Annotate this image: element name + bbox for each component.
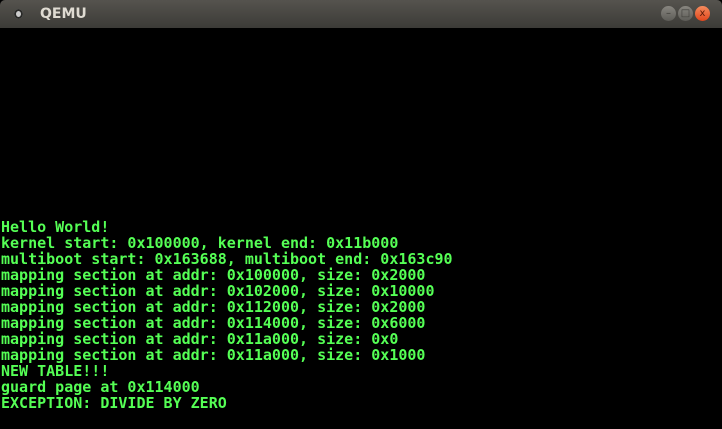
minimize-button[interactable]: – bbox=[661, 6, 676, 21]
console-line: mapping section at addr: 0x102000, size:… bbox=[1, 282, 435, 300]
console-line: NEW TABLE!!! bbox=[1, 362, 110, 380]
console-line: kernel start: 0x100000, kernel end: 0x11… bbox=[1, 234, 399, 252]
console-line: mapping section at addr: 0x11a000, size:… bbox=[1, 330, 399, 348]
console-output: Hello World! kernel start: 0x100000, ker… bbox=[1, 219, 453, 411]
console-line: mapping section at addr: 0x100000, size:… bbox=[1, 266, 426, 284]
window-title: QEMU bbox=[40, 6, 87, 22]
console-line: EXCEPTION: DIVIDE BY ZERO bbox=[1, 394, 227, 412]
console-line: multiboot start: 0x163688, multiboot end… bbox=[1, 250, 453, 268]
console-line: mapping section at addr: 0x11a000, size:… bbox=[1, 346, 426, 364]
console-line: mapping section at addr: 0x114000, size:… bbox=[1, 314, 426, 332]
console-line: mapping section at addr: 0x112000, size:… bbox=[1, 298, 426, 316]
maximize-button[interactable]: □ bbox=[678, 6, 693, 21]
console-line: guard page at 0x114000 bbox=[1, 378, 200, 396]
app-icon bbox=[14, 9, 23, 19]
title-bar[interactable]: QEMU – □ x bbox=[0, 0, 722, 28]
vm-screen[interactable]: Hello World! kernel start: 0x100000, ker… bbox=[0, 28, 722, 429]
close-button[interactable]: x bbox=[695, 6, 710, 21]
console-line: Hello World! bbox=[1, 218, 110, 236]
